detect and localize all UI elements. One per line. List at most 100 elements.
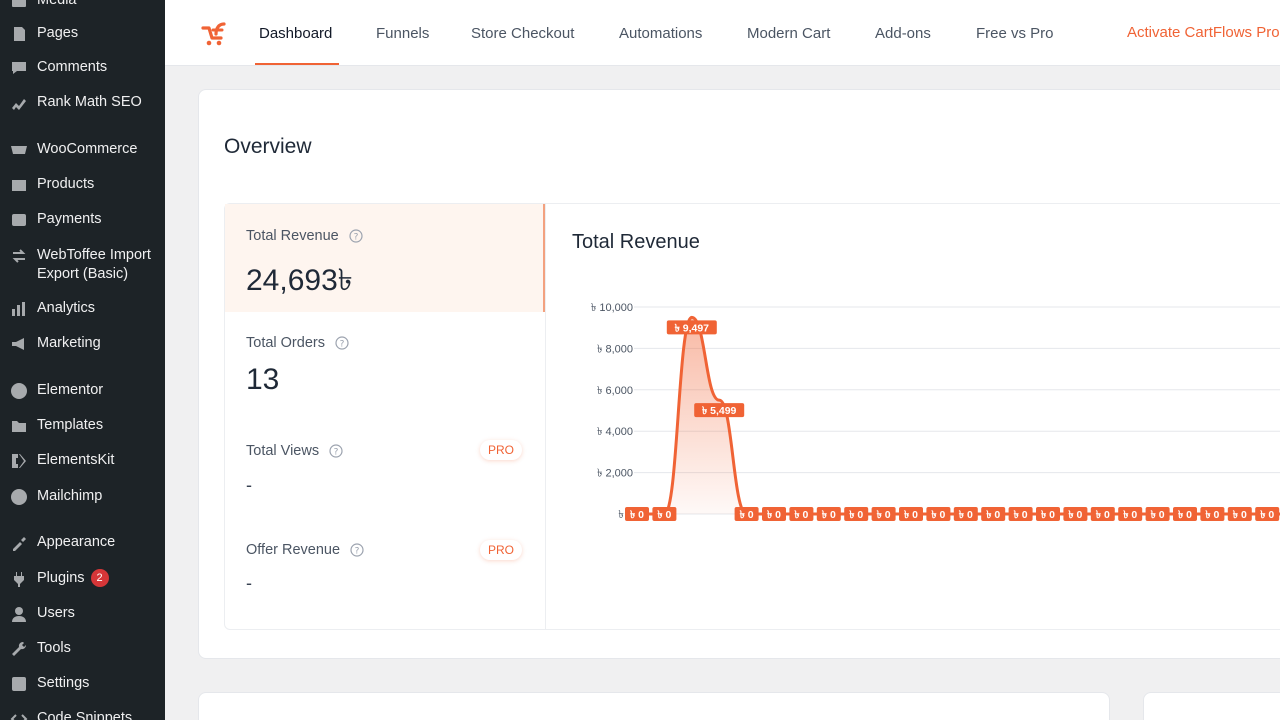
admin-sidebar: Media Pages Comments Rank Math SEO WooCommer… xyxy=(0,0,165,720)
overview-card: Overview Total Revenue ? 24,693৳ Total O… xyxy=(198,89,1280,659)
cartflows-logo-icon[interactable] xyxy=(199,18,229,48)
pro-badge[interactable]: PRO xyxy=(480,540,523,560)
data-point-label[interactable]: ৳ 0 xyxy=(1063,507,1088,521)
mailchimp-icon xyxy=(9,487,29,506)
sidebar-item-payments[interactable]: Payments xyxy=(0,210,165,229)
svg-text:৳ 0: ৳ 0 xyxy=(1068,509,1082,521)
y-tick-label: ৳ 6,000 xyxy=(597,385,633,397)
chart-title: Total Revenue xyxy=(572,231,700,253)
sidebar-item-label: Code Snippets xyxy=(37,710,133,720)
data-point-label[interactable]: ৳ 0 xyxy=(1036,507,1060,521)
sidebar-item-rank-math-seo[interactable]: Rank Math SEO xyxy=(0,93,165,112)
sidebar-item-label: Mailchimp xyxy=(37,488,103,504)
data-point-label[interactable]: ৳ 0 xyxy=(762,507,786,521)
sidebar-item-label: Plugins xyxy=(37,570,85,586)
svg-text:৳ 0: ৳ 0 xyxy=(630,509,644,521)
data-point-label[interactable]: ৳ 0 xyxy=(1008,507,1033,521)
sidebar-item-appearance[interactable]: Appearance xyxy=(0,533,165,552)
help-icon[interactable]: ? xyxy=(335,336,349,350)
svg-text:৳ 0: ৳ 0 xyxy=(1014,509,1028,521)
data-point-label[interactable]: ৳ 0 xyxy=(1090,507,1115,521)
bottom-card-left xyxy=(198,692,1110,720)
data-point-label[interactable]: ৳ 0 xyxy=(1227,507,1252,521)
stat-offer-revenue[interactable]: Offer Revenue ? PRO - xyxy=(225,520,545,620)
svg-text:৳ 0: ৳ 0 xyxy=(959,509,973,521)
data-point-label[interactable]: ৳ 9,497 xyxy=(666,320,717,335)
sidebar-item-label: Payments xyxy=(37,211,102,227)
data-point-label[interactable]: ৳ 5,499 xyxy=(694,403,745,418)
data-point-label[interactable]: ৳ 0 xyxy=(981,507,1006,521)
tab-automations[interactable]: Automations xyxy=(619,25,703,42)
sidebar-item-label: WebToffee Import Export (Basic) xyxy=(37,247,151,282)
activate-pro-link[interactable]: Activate CartFlows Pro xyxy=(1127,24,1280,41)
svg-text:৳ 9,497: ৳ 9,497 xyxy=(675,322,710,334)
stat-label: Total Revenue xyxy=(246,228,339,244)
sidebar-item-label: Media xyxy=(37,0,77,8)
sidebar-item-elementskit[interactable]: ElementsKit xyxy=(0,451,165,470)
stat-total-views[interactable]: Total Views ? PRO - xyxy=(225,420,545,520)
sidebar-item-marketing[interactable]: Marketing xyxy=(0,334,165,353)
y-tick-label: ৳ 2,000 xyxy=(597,468,633,480)
svg-text:?: ? xyxy=(340,340,345,350)
sidebar-item-users[interactable]: Users xyxy=(0,604,165,623)
sidebar-item-media[interactable]: Media xyxy=(0,0,165,10)
sidebar-item-label: Templates xyxy=(37,417,104,433)
tab-funnels[interactable]: Funnels xyxy=(376,25,430,42)
svg-text:৳ 5,499: ৳ 5,499 xyxy=(702,405,737,417)
data-point-label[interactable]: ৳ 0 xyxy=(926,507,951,521)
data-point-label[interactable]: ৳ 0 xyxy=(816,507,841,521)
data-point-label[interactable]: ৳ 0 xyxy=(953,507,978,521)
data-point-label[interactable]: ৳ 0 xyxy=(1145,507,1170,521)
svg-text:৳ 0: ৳ 0 xyxy=(1205,509,1219,521)
settings-icon xyxy=(9,674,29,693)
sidebar-item-analytics[interactable]: Analytics xyxy=(0,299,165,318)
data-point-label[interactable]: ৳ 0 xyxy=(899,507,923,521)
sidebar-item-products[interactable]: Products xyxy=(0,175,165,194)
tab-store-checkout[interactable]: Store Checkout xyxy=(471,25,575,42)
stat-label: Total Views xyxy=(246,443,320,459)
data-point-label[interactable]: ৳ 0 xyxy=(1173,507,1197,521)
data-point-label[interactable]: ৳ 0 xyxy=(1118,507,1143,521)
pro-badge[interactable]: PRO xyxy=(480,440,523,460)
sidebar-item-label: Comments xyxy=(37,59,108,75)
stat-total-orders[interactable]: Total Orders ? 13 xyxy=(225,312,545,420)
sidebar-item-pages[interactable]: Pages xyxy=(0,24,165,43)
data-point-label[interactable]: ৳ 0 xyxy=(1200,507,1225,521)
tab-modern-cart[interactable]: Modern Cart xyxy=(747,25,831,42)
help-icon[interactable]: ? xyxy=(329,444,343,458)
sidebar-item-settings[interactable]: Settings xyxy=(0,674,165,693)
help-icon[interactable]: ? xyxy=(349,229,363,243)
stat-label: Total Orders xyxy=(246,335,325,351)
sidebar-item-tools[interactable]: Tools xyxy=(0,639,165,658)
stats-column: Total Revenue ? 24,693৳ Total Orders ? 1… xyxy=(225,204,546,629)
data-point-label[interactable]: ৳ 0 xyxy=(1255,507,1280,521)
sidebar-item-woocommerce[interactable]: WooCommerce xyxy=(0,140,165,159)
sidebar-item-code-snippets[interactable]: Code Snippets xyxy=(0,709,165,720)
tab-dashboard[interactable]: Dashboard xyxy=(259,25,333,42)
data-point-label[interactable]: ৳ 0 xyxy=(734,507,759,521)
sidebar-item-webtoffee-import-export-basic[interactable]: WebToffee Import Export (Basic) xyxy=(0,246,165,284)
sidebar-item-mailchimp[interactable]: Mailchimp xyxy=(0,487,165,506)
sidebar-item-plugins[interactable]: Plugins 2 xyxy=(0,569,165,588)
sidebar-item-comments[interactable]: Comments xyxy=(0,58,165,77)
help-icon[interactable]: ? xyxy=(350,543,364,557)
svg-text:৳ 0: ৳ 0 xyxy=(1041,509,1055,521)
sidebar-item-label: Appearance xyxy=(37,534,116,550)
svg-text:৳ 0: ৳ 0 xyxy=(1178,509,1192,521)
data-point-label[interactable]: ৳ 0 xyxy=(871,507,896,521)
stat-total-revenue[interactable]: Total Revenue ? 24,693৳ xyxy=(225,204,545,312)
sidebar-item-templates[interactable]: Templates xyxy=(0,416,165,435)
stat-value: 13 xyxy=(246,363,280,396)
svg-text:৳ 0: ৳ 0 xyxy=(931,509,945,521)
svg-text:৳ 0: ৳ 0 xyxy=(740,509,754,521)
media-icon xyxy=(9,0,29,10)
sidebar-item-label: Tools xyxy=(37,640,71,656)
data-point-label[interactable]: ৳ 0 xyxy=(625,507,649,521)
sidebar-item-elementor[interactable]: Elementor xyxy=(0,381,165,400)
tab-add-ons[interactable]: Add-ons xyxy=(875,25,931,42)
tab-free-vs-pro[interactable]: Free vs Pro xyxy=(976,25,1054,42)
sidebar-item-label: ElementsKit xyxy=(37,452,115,468)
data-point-label[interactable]: ৳ 0 xyxy=(652,507,677,521)
data-point-label[interactable]: ৳ 0 xyxy=(844,507,869,521)
data-point-label[interactable]: ৳ 0 xyxy=(789,507,814,521)
